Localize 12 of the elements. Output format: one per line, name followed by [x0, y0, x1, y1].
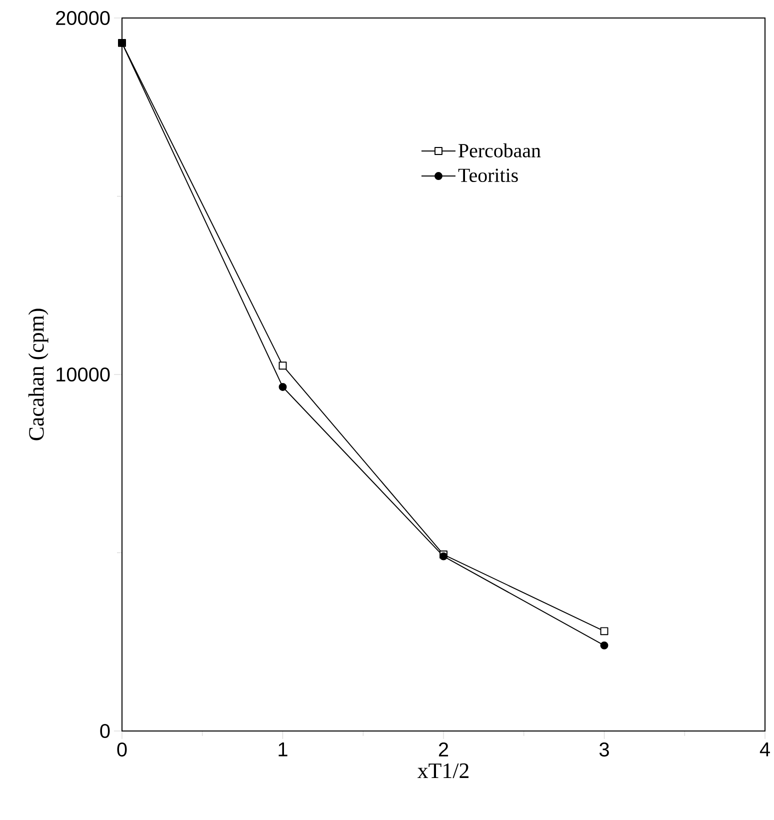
y-tick-label: 20000: [56, 10, 110, 26]
x-tick-label: 1: [278, 742, 288, 756]
y-tick-label: 10000: [56, 367, 110, 382]
x-tick-label: 2: [439, 742, 448, 756]
y-tick-label: 0: [100, 724, 110, 738]
x-tick-label: 3: [600, 742, 609, 757]
x-tick-label: 0: [117, 742, 127, 757]
legend-label: Teoritis: [458, 168, 518, 182]
y-axis-title: Cacahan (cpm): [28, 308, 48, 440]
x-tick-label: 4: [760, 742, 770, 756]
x-axis-title: xT1/2: [418, 763, 469, 778]
legend-label: Percobaan: [458, 143, 541, 158]
